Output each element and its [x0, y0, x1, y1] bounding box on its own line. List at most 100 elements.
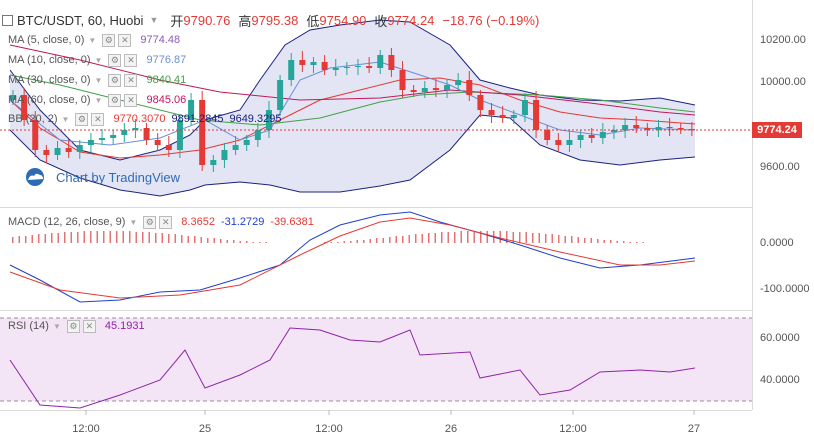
ma10-value: 9776.87 [146, 54, 187, 66]
macd-histogram-bar [558, 235, 560, 243]
chevron-down-icon[interactable]: ▼ [149, 15, 159, 25]
ma60-value: 9845.06 [146, 94, 187, 106]
candle-body [488, 110, 495, 115]
candle-body [99, 138, 106, 140]
settings-icon[interactable]: ⚙ [143, 215, 157, 229]
macd-histogram-bar [571, 236, 573, 243]
macd-histogram-bar [434, 233, 436, 243]
time-axis-label: 25 [198, 423, 212, 435]
macd-line [9, 211, 696, 303]
close-icon[interactable]: ✕ [91, 112, 105, 126]
macd-histogram-bar [252, 242, 254, 243]
time-axis-ticks [85, 410, 695, 415]
close-icon[interactable]: ✕ [124, 73, 138, 87]
settings-icon[interactable]: ⚙ [66, 319, 80, 333]
candle-body [199, 100, 206, 165]
candle-body [566, 140, 573, 145]
candle-body [243, 140, 250, 145]
candle-body [277, 80, 284, 110]
macd-histogram-bar [350, 241, 352, 243]
macd-histogram-bar [96, 231, 98, 243]
candle-body [265, 110, 272, 130]
ma60-line [9, 44, 696, 116]
macd-histogram-bar [376, 238, 378, 243]
open-label: 开 [170, 13, 184, 29]
chevron-down-icon[interactable]: ▼ [88, 35, 97, 45]
settings-icon[interactable]: ⚙ [75, 112, 89, 126]
chevron-down-icon[interactable]: ▼ [61, 114, 70, 124]
candle-body [332, 68, 339, 70]
close-icon[interactable]: ✕ [124, 93, 138, 107]
candle-body [466, 80, 473, 95]
macd-histogram-bar [402, 236, 404, 243]
bb-lower-value: 9649.3295 [229, 113, 282, 125]
candle-body [87, 140, 94, 145]
macd-hist-value: 8.3652 [181, 216, 215, 228]
ma60-legend[interactable]: MA (60, close, 0) ▼ ⚙ ✕ 9845.06 [8, 92, 186, 108]
macd-histogram-bar [265, 242, 267, 243]
macd-signal-value: -39.6381 [270, 216, 314, 228]
time-axis-label: 12:00 [72, 423, 100, 435]
candle-body [210, 160, 217, 165]
chevron-down-icon[interactable]: ▼ [94, 55, 103, 65]
time-axis-label: 26 [444, 423, 458, 435]
chevron-down-icon[interactable]: ▼ [129, 217, 138, 227]
chevron-down-icon[interactable]: ▼ [52, 321, 61, 331]
settings-icon[interactable]: ⚙ [108, 93, 122, 107]
close-icon[interactable]: ✕ [124, 53, 138, 67]
change-value: −18.76 (−0.19%) [442, 12, 540, 28]
tradingview-watermark[interactable]: Chart by TradingView [22, 168, 180, 186]
candle-body [555, 140, 562, 145]
symbol-label[interactable]: BTC/USDT, 60, Huobi [17, 12, 144, 28]
bb-legend[interactable]: BB (20, 2) ▼ ⚙ ✕ 9770.3070 9891.2845 9649.… [8, 111, 281, 127]
rsi-legend[interactable]: RSI (14) ▼ ⚙ ✕ 45.1931 [8, 318, 145, 334]
candle-body [421, 88, 428, 92]
candle-body [544, 130, 551, 140]
candle-body [310, 62, 317, 65]
chevron-down-icon[interactable]: ▼ [94, 95, 103, 105]
macd-histogram-bar [44, 234, 46, 243]
macd-axis-label: 0.0000 [760, 237, 794, 249]
settings-icon[interactable]: ⚙ [108, 73, 122, 87]
macd-histogram-bar [337, 242, 339, 243]
ma5-legend[interactable]: MA (5, close, 0) ▼ ⚙ ✕ 9774.48 [8, 32, 180, 48]
last-price-tag: 9774.24 [752, 122, 802, 138]
macd-histogram-bar [441, 232, 443, 243]
macd-histogram-bar [538, 233, 540, 243]
rsi-axis-label: 60.0000 [760, 332, 800, 344]
candle-body [21, 95, 28, 120]
candle-body [165, 145, 172, 150]
chevron-down-icon[interactable]: ▼ [94, 75, 103, 85]
macd-histogram-bar [603, 240, 605, 243]
candle-body [132, 128, 139, 130]
candle-body [110, 135, 117, 138]
ma30-legend[interactable]: MA (30, close, 0) ▼ ⚙ ✕ 9840.41 [8, 72, 186, 88]
candle-body [154, 140, 161, 145]
time-axis-label: 27 [687, 423, 701, 435]
candle-body [32, 120, 39, 150]
macd-histogram-bar [200, 237, 202, 243]
bb-upper-value: 9891.2845 [171, 113, 224, 125]
macd-value: -31.2729 [220, 216, 265, 228]
macd-histogram-bar [38, 234, 40, 243]
macd-histogram-bar [545, 234, 547, 243]
macd-histogram-bar [382, 238, 384, 243]
settings-icon[interactable]: ⚙ [108, 53, 122, 67]
ma5-value: 9774.48 [140, 34, 181, 46]
candle-body [288, 60, 295, 80]
close-icon[interactable]: ✕ [159, 215, 173, 229]
ma10-legend[interactable]: MA (10, close, 0) ▼ ⚙ ✕ 9776.87 [8, 52, 186, 68]
collapse-icon[interactable] [2, 14, 13, 26]
macd-histogram-bar [246, 241, 248, 243]
close-icon[interactable]: ✕ [118, 33, 132, 47]
candle-body [666, 127, 673, 128]
close-icon[interactable]: ✕ [82, 319, 96, 333]
macd-histogram-bar [18, 236, 20, 243]
symbol-header: BTC/USDT, 60, Huobi ▼ 开 9790.76 高 9795.38 … [2, 10, 547, 30]
macd-histogram-bar [324, 242, 326, 243]
settings-icon[interactable]: ⚙ [102, 33, 116, 47]
candle-body [499, 115, 506, 118]
macd-histogram-bar [506, 231, 508, 243]
macd-legend[interactable]: MACD (12, 26, close, 9) ▼ ⚙ ✕ 8.3652 -31.2… [8, 214, 314, 230]
